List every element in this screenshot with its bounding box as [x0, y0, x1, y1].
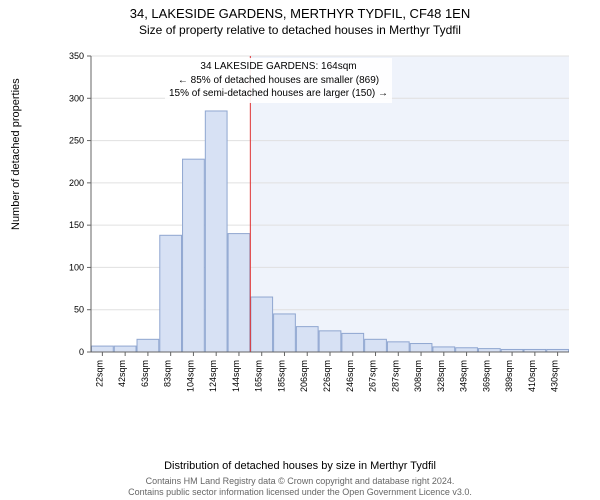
histogram-plot: 0 50 100 150 200 250 300 350 22sqm 42sqm 63sqm 83sq…	[55, 50, 575, 410]
svg-text:267sqm: 267sqm	[368, 360, 378, 392]
svg-text:150: 150	[69, 220, 84, 230]
svg-text:0: 0	[79, 347, 84, 357]
footer-line2: Contains public sector information licen…	[0, 487, 600, 498]
annotation-line2: ← 85% of detached houses are smaller (86…	[169, 74, 388, 88]
footer-line1: Contains HM Land Registry data © Crown c…	[0, 476, 600, 487]
annotation-line1: 34 LAKESIDE GARDENS: 164sqm	[169, 60, 388, 74]
svg-text:246sqm: 246sqm	[345, 360, 355, 392]
svg-text:206sqm: 206sqm	[299, 360, 309, 392]
svg-text:308sqm: 308sqm	[413, 360, 423, 392]
svg-text:83sqm: 83sqm	[163, 360, 173, 387]
svg-text:389sqm: 389sqm	[504, 360, 514, 392]
svg-text:328sqm: 328sqm	[436, 360, 446, 392]
svg-text:165sqm: 165sqm	[254, 360, 264, 392]
sub-title: Size of property relative to detached ho…	[0, 23, 600, 37]
main-title: 34, LAKESIDE GARDENS, MERTHYR TYDFIL, CF…	[0, 6, 600, 21]
svg-text:430sqm: 430sqm	[550, 360, 560, 392]
chart-titles: 34, LAKESIDE GARDENS, MERTHYR TYDFIL, CF…	[0, 0, 600, 37]
x-axis-label: Distribution of detached houses by size …	[0, 460, 600, 472]
svg-text:50: 50	[74, 305, 84, 315]
svg-text:200: 200	[69, 178, 84, 188]
svg-text:22sqm: 22sqm	[94, 360, 104, 387]
svg-text:185sqm: 185sqm	[276, 360, 286, 392]
svg-text:369sqm: 369sqm	[481, 360, 491, 392]
svg-text:350: 350	[69, 51, 84, 61]
svg-text:144sqm: 144sqm	[231, 360, 241, 392]
svg-text:300: 300	[69, 93, 84, 103]
footer: Contains HM Land Registry data © Crown c…	[0, 476, 600, 499]
svg-text:100: 100	[69, 262, 84, 272]
svg-text:287sqm: 287sqm	[390, 360, 400, 392]
svg-text:410sqm: 410sqm	[527, 360, 537, 392]
svg-text:42sqm: 42sqm	[117, 360, 127, 387]
svg-text:226sqm: 226sqm	[322, 360, 332, 392]
chart-area: 0 50 100 150 200 250 300 350 22sqm 42sqm 63sqm 83sq…	[55, 50, 575, 410]
annotation-line3: 15% of semi-detached houses are larger (…	[169, 87, 388, 101]
y-axis-label: Number of detached properties	[10, 78, 22, 230]
svg-text:63sqm: 63sqm	[140, 360, 150, 387]
svg-text:349sqm: 349sqm	[459, 360, 469, 392]
svg-text:124sqm: 124sqm	[208, 360, 218, 392]
svg-text:104sqm: 104sqm	[185, 360, 195, 392]
svg-text:250: 250	[69, 136, 84, 146]
annotation-box: 34 LAKESIDE GARDENS: 164sqm ← 85% of det…	[165, 58, 392, 103]
